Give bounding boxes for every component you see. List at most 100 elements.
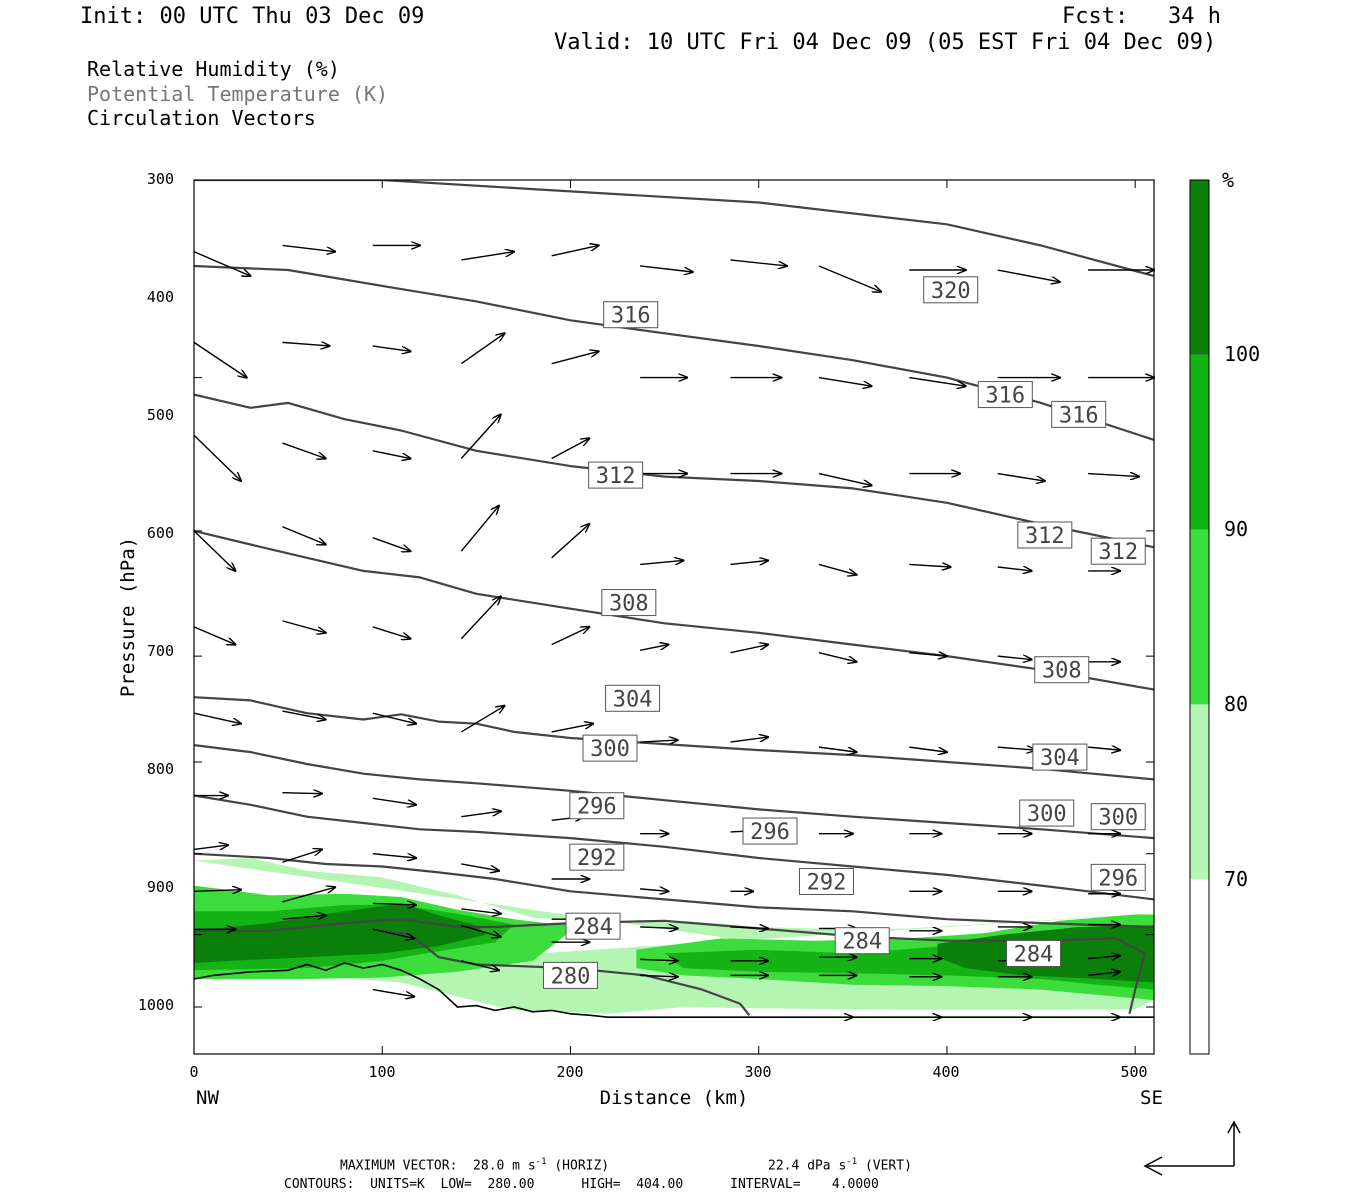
circulation-vector <box>372 988 414 997</box>
circulation-vector <box>282 849 322 863</box>
rh-fill-100-5 <box>194 903 486 963</box>
theta-label-box <box>977 381 1033 409</box>
theta-label-text: 308 <box>609 592 649 617</box>
circulation-vector <box>461 908 501 914</box>
theta-label-box <box>565 912 621 940</box>
theta-label-300: 300 <box>1090 803 1146 831</box>
circulation-vector <box>1088 747 1120 750</box>
circulation-vector <box>193 434 241 481</box>
circulation-vector <box>372 345 411 351</box>
max-vector-vert: 22.4 dPa s-1 (VERT) <box>768 1157 912 1174</box>
circulation-vector <box>909 746 947 752</box>
x-tick-200: 200 <box>556 1063 584 1081</box>
theta-label-308: 308 <box>601 589 657 617</box>
rh-70-contour-line <box>193 962 1154 1019</box>
circulation-vector <box>551 351 599 365</box>
theta-label-box <box>605 684 661 712</box>
circulation-vector <box>193 845 228 849</box>
y-tick-800: 800 <box>146 760 174 778</box>
x-tick-100: 100 <box>368 1063 396 1081</box>
circulation-vector <box>640 740 678 742</box>
theta-label-text: 304 <box>1040 746 1080 771</box>
circulation-vector <box>282 620 325 633</box>
theta-label-text: 300 <box>590 737 630 762</box>
colorbar-segment <box>1190 354 1209 530</box>
colorbar-unit: % <box>1222 168 1235 192</box>
theta-label-292: 292 <box>798 867 854 895</box>
circulation-vector <box>1088 474 1139 477</box>
plot-frame <box>193 179 1155 1055</box>
circulation-vector <box>551 627 590 646</box>
circulation-vector <box>461 863 499 871</box>
circulation-vector <box>551 245 599 257</box>
theta-label-box <box>1019 799 1075 827</box>
circulation-vector <box>372 626 411 639</box>
circulation-vector <box>282 710 325 719</box>
max-vector-horiz: MAXIMUM VECTOR: 28.0 m s-1 (HORIZ) <box>340 1157 610 1174</box>
circulation-vector <box>193 251 250 276</box>
circulation-vector <box>730 645 768 654</box>
circulation-vector <box>909 564 950 567</box>
x-axis-label: Distance (km) <box>599 1087 749 1109</box>
theta-label-text: 284 <box>1014 942 1054 967</box>
theta-label-284: 284 <box>565 912 621 940</box>
theta-label-text: 304 <box>613 687 653 712</box>
legend-vectors: Circulation Vectors <box>87 106 316 130</box>
theta-label-312: 312 <box>588 461 644 489</box>
theta-label-316: 316 <box>977 381 1033 409</box>
circulation-vector <box>997 472 1045 481</box>
theta-label-292: 292 <box>569 843 625 871</box>
y-tick-300: 300 <box>146 170 174 188</box>
init-time: Init: 00 UTC Thu 03 Dec 09 <box>80 4 425 29</box>
theta-contour-320 <box>194 180 1154 278</box>
y-tick-500: 500 <box>146 406 174 424</box>
theta-label-300: 300 <box>582 734 638 762</box>
theta-label-text: 316 <box>985 384 1025 409</box>
circulation-vector <box>818 472 872 486</box>
theta-label-box <box>1032 743 1088 771</box>
contour-info: CONTOURS: UNITS=K LOW= 280.00 HIGH= 404.… <box>284 1177 879 1192</box>
theta-label-box <box>1090 803 1146 831</box>
circulation-vector <box>551 724 593 733</box>
circulation-vector <box>193 626 235 645</box>
se-label: SE <box>1140 1087 1163 1109</box>
circulation-vector <box>282 915 325 919</box>
circulation-vector <box>282 342 329 346</box>
theta-label-text: 300 <box>1098 806 1138 831</box>
theta-label-304: 304 <box>1032 743 1088 771</box>
theta-contour-300 <box>194 744 1154 840</box>
theta-label-280: 280 <box>542 961 598 989</box>
theta-label-text: 316 <box>1059 403 1099 428</box>
theta-label-box <box>569 792 625 820</box>
circulation-vector <box>640 975 678 976</box>
circulation-vector <box>909 653 947 656</box>
theta-label-316: 316 <box>603 301 659 329</box>
theta-label-box <box>1051 400 1107 428</box>
theta-label-text: 292 <box>577 846 617 871</box>
circulation-vector <box>460 596 501 640</box>
theta-label-296: 296 <box>569 792 625 820</box>
reference-vector-icon <box>1143 1120 1241 1176</box>
circulation-vector <box>193 530 235 571</box>
x-tick-400: 400 <box>932 1063 960 1081</box>
theta-label-312: 312 <box>1090 537 1146 565</box>
colorbar-segment <box>1190 879 1209 1054</box>
theta-label-box <box>569 843 625 871</box>
y-tick-900: 900 <box>146 878 174 896</box>
circulation-vector <box>461 811 501 818</box>
circulation-vector <box>640 959 678 960</box>
y-tick-700: 700 <box>146 642 174 660</box>
colorbar-segment <box>1190 529 1209 705</box>
circulation-vector <box>193 890 241 892</box>
theta-contour-316 <box>194 264 1154 441</box>
theta-label-296: 296 <box>742 817 798 845</box>
theta-contour-284 <box>194 918 1146 1015</box>
colorbar-label-80: 80 <box>1224 692 1249 716</box>
circulation-vector <box>282 793 322 794</box>
circulation-vector <box>818 651 857 662</box>
colorbar-frame <box>1189 179 1210 1055</box>
circulation-vector <box>1088 972 1120 976</box>
colorbar-label-90: 90 <box>1224 517 1249 541</box>
theta-label-316: 316 <box>1051 400 1107 428</box>
theta-label-box <box>601 589 657 617</box>
